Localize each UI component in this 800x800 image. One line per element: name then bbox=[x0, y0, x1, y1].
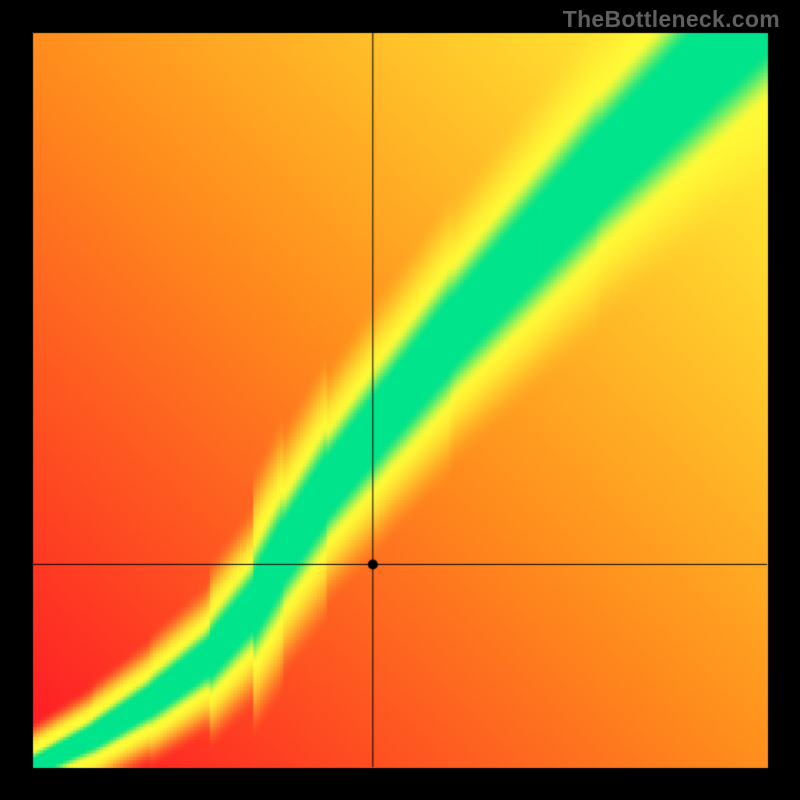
bottleneck-heatmap bbox=[0, 0, 800, 800]
attribution-watermark: TheBottleneck.com bbox=[563, 6, 780, 33]
